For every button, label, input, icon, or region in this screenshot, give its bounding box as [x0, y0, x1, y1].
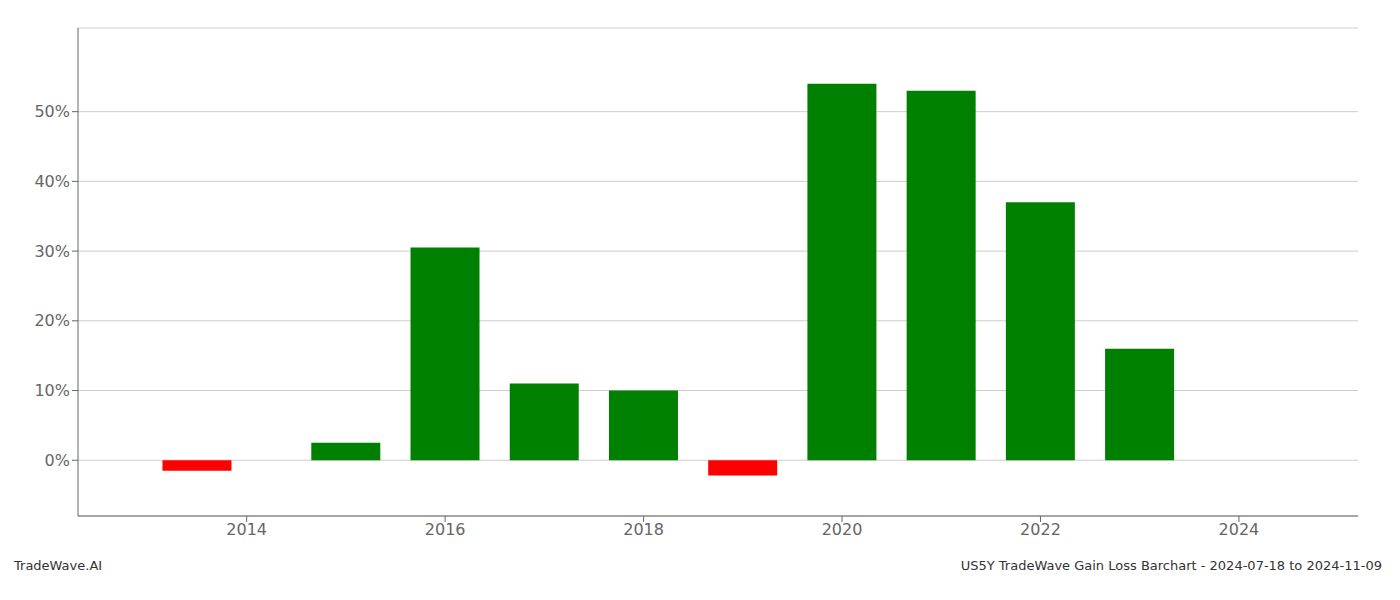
svg-text:0%: 0%: [45, 451, 70, 470]
svg-text:40%: 40%: [34, 172, 70, 191]
svg-text:2020: 2020: [822, 520, 863, 539]
svg-text:10%: 10%: [34, 381, 70, 400]
svg-text:30%: 30%: [34, 242, 70, 261]
svg-text:50%: 50%: [34, 102, 70, 121]
svg-text:2014: 2014: [226, 520, 267, 539]
html-text:TradeWave.AI: TradeWave.AI: [14, 558, 103, 573]
svg-text:2022: 2022: [1020, 520, 1061, 539]
svg-text:20%: 20%: [34, 311, 70, 330]
svg-text:2024: 2024: [1219, 520, 1260, 539]
html-text:US5Y TradeWave Gain Loss Barch: US5Y TradeWave Gain Loss Barchart - 2024…: [960, 558, 1382, 573]
svg-text:2018: 2018: [623, 520, 664, 539]
svg-text:2016: 2016: [425, 520, 466, 539]
